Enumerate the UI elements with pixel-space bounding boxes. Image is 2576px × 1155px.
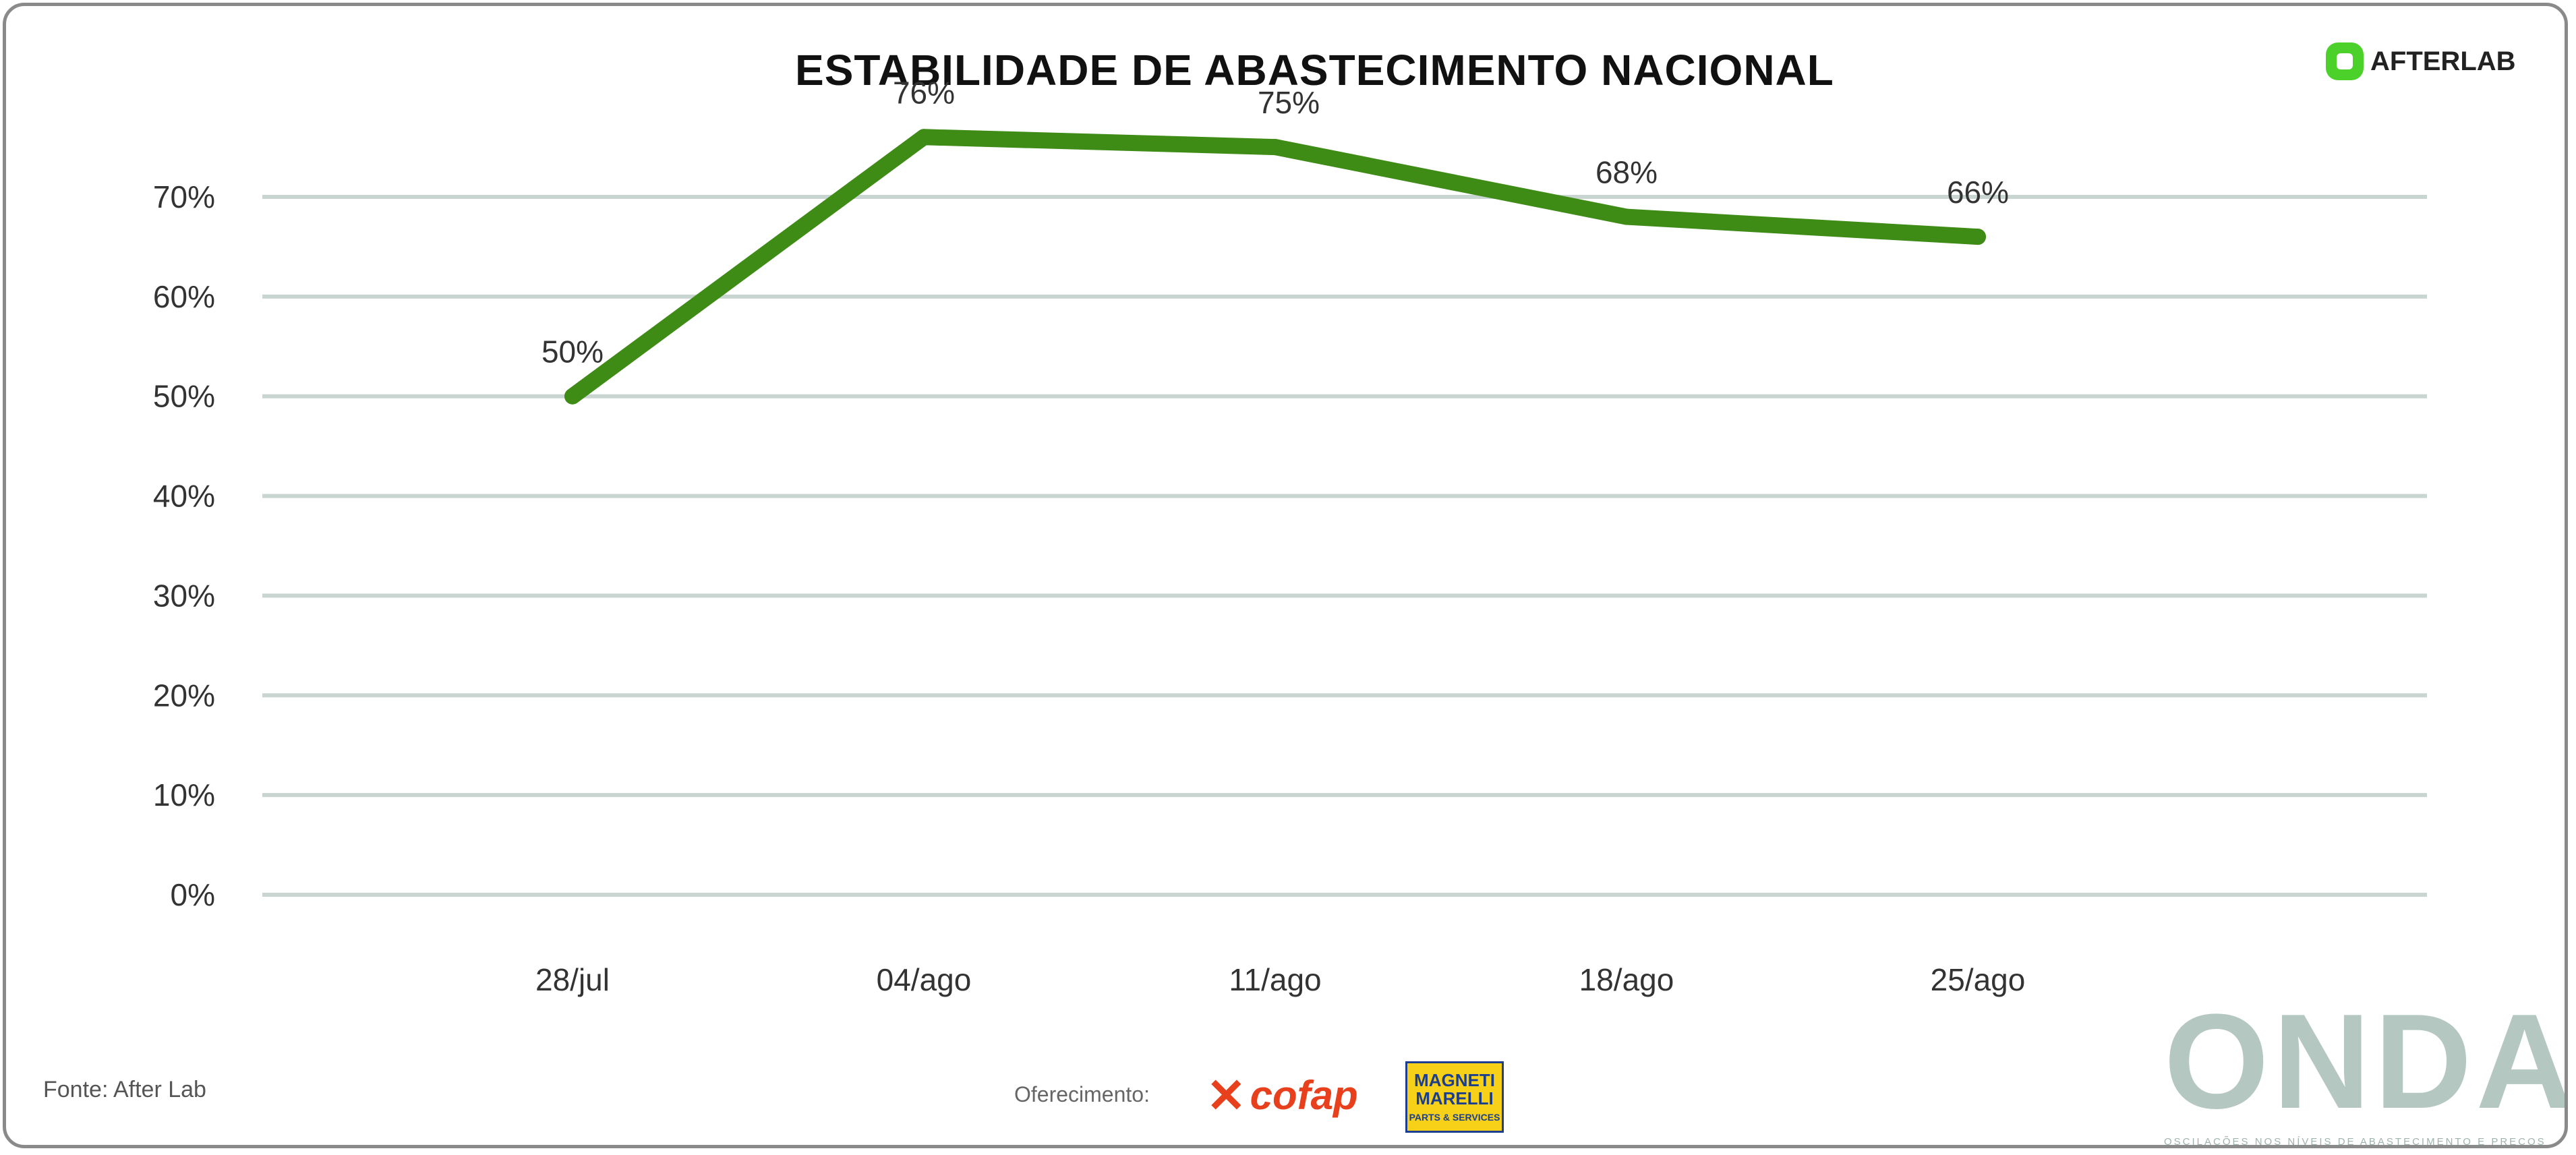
y-tick-label: 70%: [153, 179, 215, 214]
series-line: [564, 129, 1986, 405]
data-label: 68%: [1596, 155, 1658, 190]
data-label: 50%: [541, 334, 604, 369]
data-point: [564, 388, 581, 405]
y-tick-label: 50%: [153, 379, 215, 414]
onda-logo: ONDA OSCILAÇÕES NOS NÍVEIS DE ABASTECIME…: [2164, 986, 2568, 1148]
magneti-line3: PARTS & SERVICES: [1409, 1112, 1500, 1123]
magneti-line2: MARELLI: [1415, 1088, 1494, 1108]
data-point: [1267, 139, 1283, 156]
data-point: [1618, 208, 1635, 225]
x-tick-label: 25/ago: [1931, 962, 2026, 997]
afterlab-logo-text: AFTERLAB: [2370, 46, 2516, 76]
chart-frame: ESTABILIDADE DE ABASTECIMENTO NACIONAL A…: [3, 3, 2568, 1148]
onda-logo-text: ONDA: [2164, 986, 2568, 1137]
magneti-marelli-logo: MAGNETI MARELLI PARTS & SERVICES: [1405, 1061, 1504, 1133]
onda-tagline: OSCILAÇÕES NOS NÍVEIS DE ABASTECIMENTO E…: [2164, 1136, 2546, 1148]
afterlab-logo: AFTERLAB: [2326, 41, 2516, 82]
data-label: 66%: [1947, 175, 2009, 210]
magneti-line1: MAGNETI: [1414, 1069, 1495, 1090]
y-tick-label: 20%: [153, 678, 215, 713]
cofap-logo: ✕ cofap: [1206, 1071, 1358, 1120]
data-point: [916, 129, 932, 146]
y-tick-label: 60%: [153, 279, 215, 314]
cofap-logo-text: cofap: [1250, 1073, 1358, 1118]
chart-title: ESTABILIDADE DE ABASTECIMENTO NACIONAL: [795, 46, 1834, 94]
y-tick-label: 0%: [171, 877, 215, 912]
y-tick-label: 30%: [153, 578, 215, 613]
x-tick-label: 11/ago: [1229, 962, 1321, 997]
cofap-x-icon: ✕: [1206, 1069, 1246, 1122]
source-note: Fonte: After Lab: [43, 1077, 206, 1102]
data-label: 75%: [1258, 85, 1320, 120]
line-chart: 0% 10% 20% 30% 40% 50% 60% 70% 28/jul 04/ago 11/ag…: [153, 75, 2427, 997]
x-tick-label: 18/ago: [1579, 962, 1674, 997]
afterlab-logo-icon: [2326, 42, 2364, 80]
x-tick-label: 04/ago: [877, 962, 972, 997]
y-tick-label: 40%: [153, 479, 215, 514]
y-tick-label: 10%: [153, 777, 215, 812]
x-tick-label: 28/jul: [535, 962, 610, 997]
data-label: 76%: [893, 75, 955, 110]
data-point: [1970, 229, 1986, 245]
sponsor-label: Oferecimento:: [1014, 1082, 1150, 1106]
